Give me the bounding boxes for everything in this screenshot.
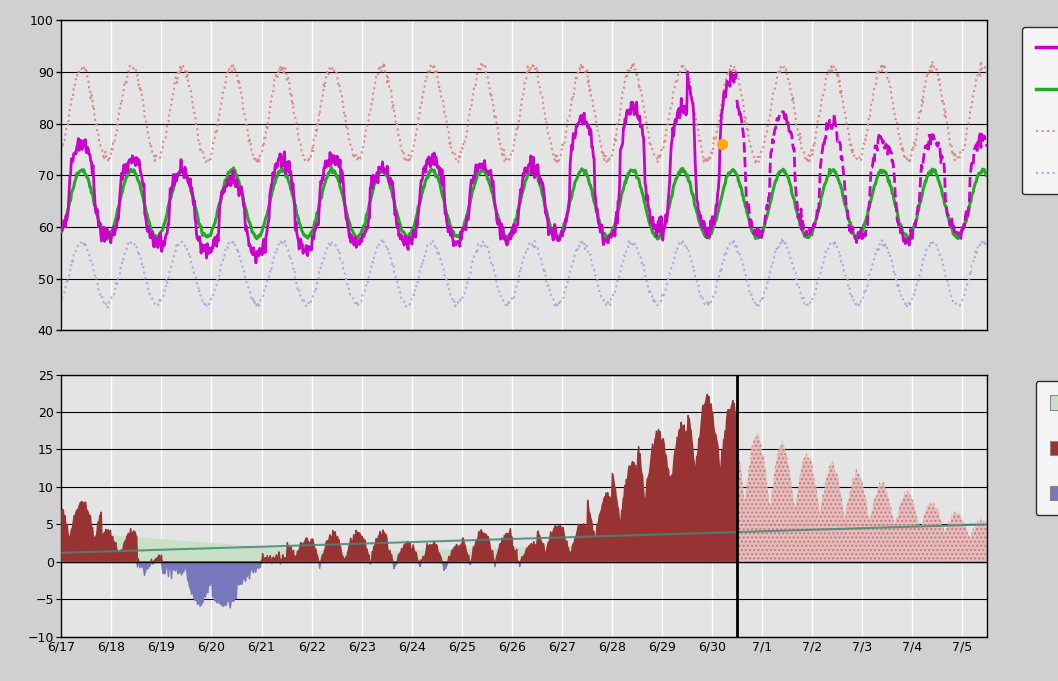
Point xyxy=(714,139,731,150)
Legend: , , : , , xyxy=(1036,381,1058,515)
Legend: , , , : , , , xyxy=(1022,27,1058,195)
